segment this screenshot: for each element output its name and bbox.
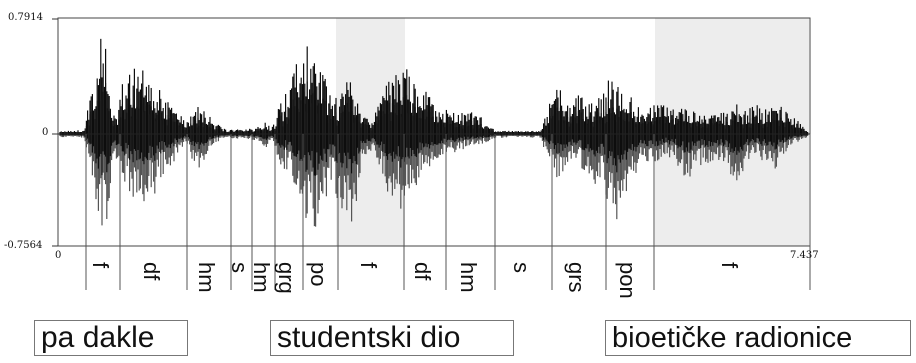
x-axis-start-label: 0 — [55, 250, 62, 261]
segment-label: grg — [274, 262, 299, 294]
waveform-signal — [59, 38, 809, 227]
phrase-box-3: bioetičke radionice — [605, 320, 911, 356]
segment-label: df — [138, 262, 164, 281]
segment-label: hm — [248, 262, 274, 293]
y-axis-zero-label: 0 — [42, 127, 49, 138]
y-axis-min-label: -0.7564 — [4, 240, 43, 251]
segment-label: f — [717, 262, 742, 269]
segment-label: grs — [564, 262, 589, 293]
y-axis-max-label: 0.7914 — [8, 12, 43, 23]
segment-label: hm — [455, 262, 481, 293]
segment-label: s — [508, 262, 534, 273]
segment-label: df — [410, 262, 435, 281]
segment-label: f — [356, 262, 381, 269]
segment-label: f — [88, 262, 113, 269]
segment-boundaries — [85, 134, 811, 290]
plot-frame — [57, 17, 811, 247]
segment-label: pon — [615, 262, 640, 299]
phrase-box-2: studentski dio — [270, 320, 514, 356]
segment-label: po — [305, 262, 331, 287]
phrase-box-1: pa dakle — [34, 320, 188, 356]
segment-label: hm — [194, 262, 219, 293]
x-axis-end-label: 7.437 — [790, 250, 819, 261]
